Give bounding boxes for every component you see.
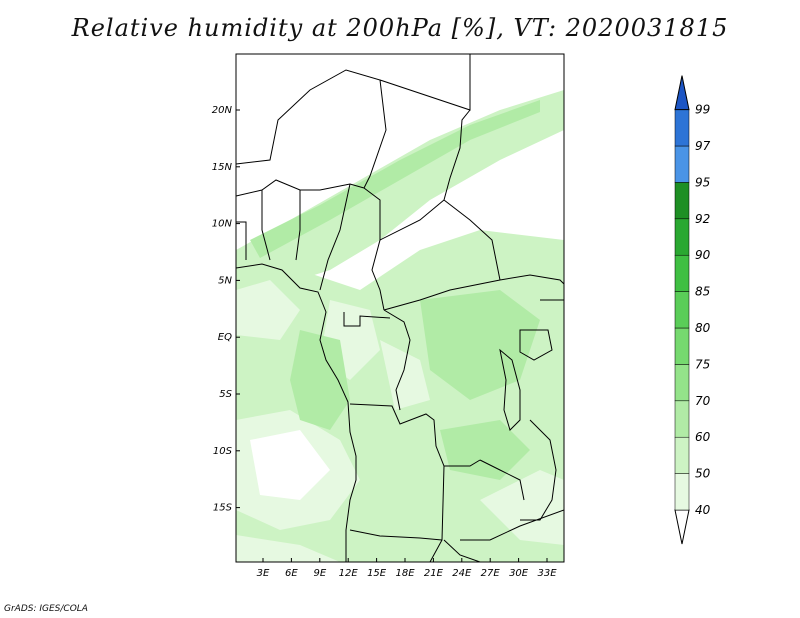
lon-label: 6E <box>285 568 298 579</box>
lat-label: 15S <box>213 503 233 514</box>
colorbar-label: 70 <box>695 394 711 408</box>
colorbar-label: 90 <box>695 248 711 262</box>
colorbar-label: 80 <box>695 321 711 335</box>
colorbar-segment <box>674 291 690 329</box>
country-borders <box>236 54 564 562</box>
colorbar-label: 95 <box>695 175 710 189</box>
colorbar-segment <box>674 109 690 147</box>
lat-label: 10N <box>212 219 233 230</box>
colorbar-label: 97 <box>695 139 711 153</box>
colorbar-segment <box>674 254 690 292</box>
lon-label: 30E <box>509 568 529 579</box>
colorbar-label: 85 <box>695 285 710 299</box>
grads-credit: GrADS: IGES/COLA <box>4 604 88 614</box>
colorbar-segment <box>674 182 690 220</box>
lat-label: 15N <box>212 162 233 173</box>
lon-label: 3E <box>257 568 270 579</box>
colorbar-segment <box>674 364 690 402</box>
colorbar-segment <box>674 218 690 256</box>
lat-label: 5N <box>218 275 232 286</box>
latitude-labels: 20N 15N 10N 5N EQ 5S 10S 15S <box>212 105 240 514</box>
colorbar-low-arrow <box>674 509 690 545</box>
map-frame <box>235 53 565 563</box>
humidity-field <box>236 54 564 562</box>
lon-label: 24E <box>452 568 472 579</box>
longitude-labels: 3E 6E 9E 12E 15E 18E 21E 24E 27E 30E 33E <box>257 558 557 579</box>
lon-label: 18E <box>395 568 415 579</box>
lat-label: EQ <box>218 332 232 343</box>
colorbar-label: 99 <box>695 103 710 117</box>
lon-label: 15E <box>367 568 387 579</box>
colorbar-label: 92 <box>695 212 710 226</box>
colorbar-label: 75 <box>695 357 710 371</box>
colorbar-label: 60 <box>695 430 711 444</box>
colorbar-label: 40 <box>695 503 711 517</box>
colorbar-segment <box>674 473 690 511</box>
lon-label: 27E <box>481 568 501 579</box>
lon-label: 33E <box>537 568 557 579</box>
lon-label: 12E <box>339 568 359 579</box>
map-title: Relative humidity at 200hPa [%], VT: 202… <box>71 14 729 42</box>
colorbar-segment <box>674 327 690 365</box>
colorbar-segment <box>674 145 690 183</box>
lon-label: 9E <box>313 568 326 579</box>
colorbar-high-arrow <box>674 75 690 111</box>
lat-label: 5S <box>219 389 232 400</box>
colorbar: 40 50 60 70 75 80 85 90 92 95 97 99 <box>674 75 711 545</box>
lon-label: 21E <box>424 568 444 579</box>
colorbar-segment <box>674 400 690 438</box>
colorbar-label: 50 <box>695 467 711 481</box>
lat-label: 10S <box>213 446 233 457</box>
lat-label: 20N <box>212 105 233 116</box>
colorbar-segment <box>674 436 690 474</box>
